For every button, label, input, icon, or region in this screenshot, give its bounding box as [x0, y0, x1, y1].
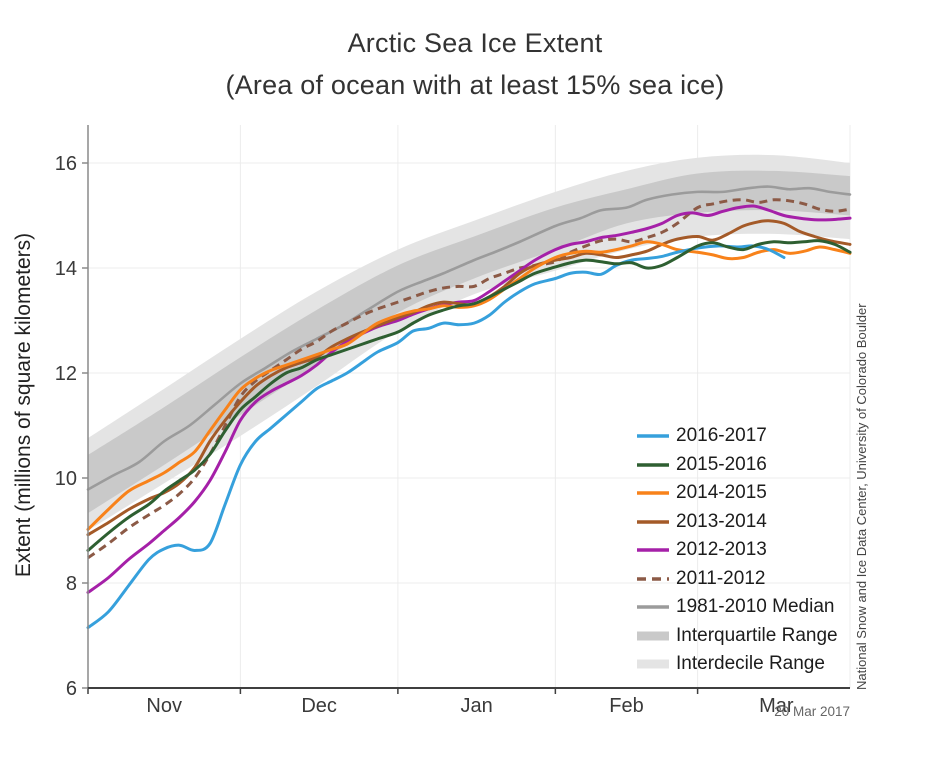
legend-item-interquartile-range: Interquartile Range — [636, 622, 838, 651]
series-line-1981-2010-median — [86, 185, 852, 491]
legend-label: Interquartile Range — [676, 624, 838, 646]
x-tick-label: Nov — [146, 695, 182, 717]
legend-label: 2016-2017 — [676, 425, 767, 447]
x-tick-label: Jan — [460, 695, 492, 717]
legend-swatch-icon — [637, 548, 669, 552]
legend-swatch-icon — [637, 659, 669, 669]
y-tick-label: 16 — [55, 153, 77, 175]
legend-item-2015-2016: 2015-2016 — [636, 451, 838, 480]
band-interquartile-range — [88, 170, 850, 514]
chart-subtitle: (Area of ocean with at least 15% sea ice… — [225, 70, 725, 100]
y-tick-label: 8 — [66, 573, 77, 595]
x-tick-label: Dec — [301, 695, 337, 717]
legend-swatch-icon — [637, 577, 669, 581]
series-line-2014-2015 — [86, 240, 852, 531]
y-tick-label: 10 — [55, 468, 77, 490]
legend-item-2016-2017: 2016-2017 — [636, 422, 838, 451]
legend-label: 2014-2015 — [676, 482, 767, 504]
y-tick-label: 14 — [55, 258, 77, 280]
attribution-text: National Snow and Ice Data Center, Unive… — [854, 303, 869, 690]
legend-label: 1981-2010 Median — [676, 596, 835, 618]
legend-item-interdecile-range: Interdecile Range — [636, 650, 838, 679]
legend-swatch-icon — [637, 631, 669, 641]
legend-swatch-icon — [637, 463, 669, 467]
legend-label: 2013-2014 — [676, 510, 767, 532]
y-tick-label: 12 — [55, 363, 77, 385]
x-tick-label: Mar — [759, 695, 794, 717]
legend-label: 2012-2013 — [676, 539, 767, 561]
legend-item-2011-2012: 2011-2012 — [636, 565, 838, 594]
legend-label: 2011-2012 — [676, 567, 766, 589]
legend-label: Interdecile Range — [676, 653, 825, 675]
legend-item-2012-2013: 2012-2013 — [636, 536, 838, 565]
legend-item-2013-2014: 2013-2014 — [636, 508, 838, 537]
legend-swatch-icon — [637, 434, 669, 438]
series-line-2015-2016 — [86, 239, 852, 552]
chart-title: Arctic Sea Ice Extent — [347, 28, 603, 58]
y-tick-label: 6 — [66, 678, 77, 700]
legend-swatch-icon — [637, 605, 669, 609]
legend-item-2014-2015: 2014-2015 — [636, 479, 838, 508]
x-tick-label: Feb — [609, 695, 643, 717]
legend-label: 2015-2016 — [676, 453, 767, 475]
series-line-2011-2012 — [87, 198, 851, 560]
series-line-2012-2013 — [86, 204, 852, 594]
legend: 2016-2017 2015-2016 2014-2015 2013-2014 2012… — [636, 422, 838, 679]
series-line-2016-2017 — [86, 244, 786, 630]
date-stamp: 20 Mar 2017 — [774, 704, 850, 719]
legend-swatch-icon — [637, 491, 669, 495]
legend-item-1981-2010-median: 1981-2010 Median — [636, 593, 838, 622]
legend-swatch-icon — [637, 520, 669, 524]
